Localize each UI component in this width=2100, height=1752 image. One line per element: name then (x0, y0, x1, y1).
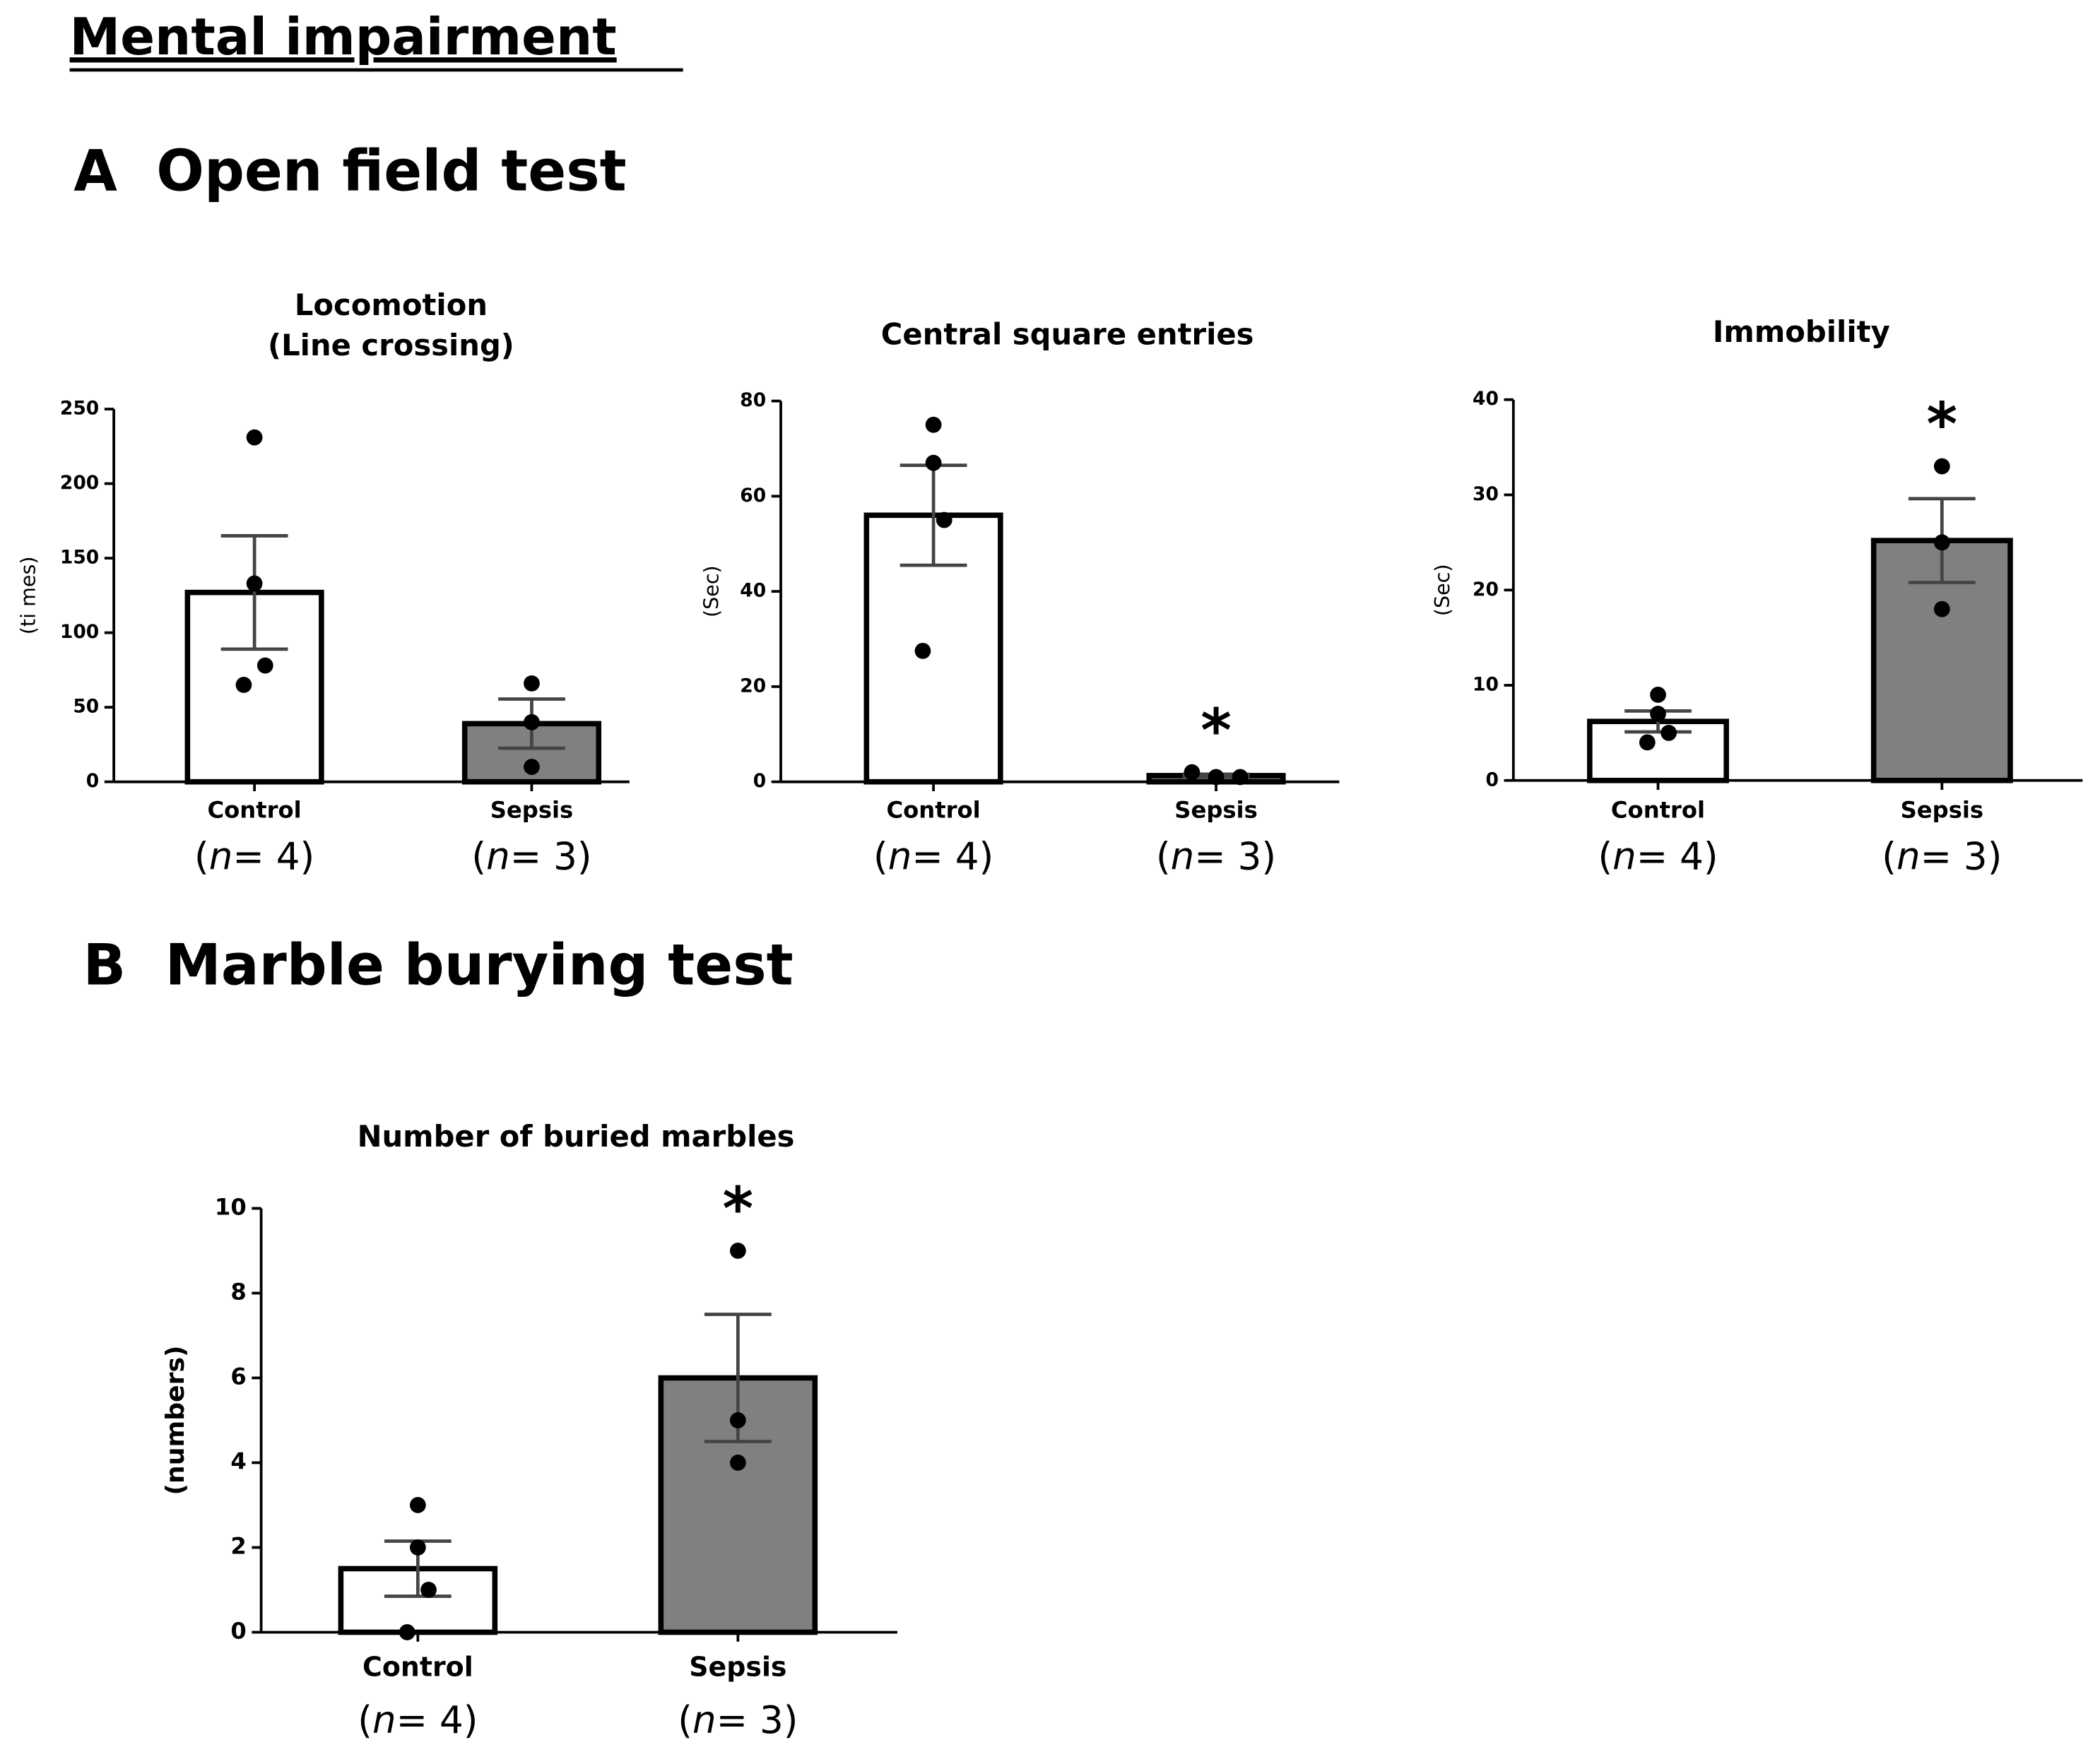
data-point (1933, 534, 1950, 551)
group-size: (n= 4) (358, 1698, 478, 1742)
x-tick-label: Sepsis (1901, 797, 1984, 824)
group-size: (n= 4) (194, 834, 314, 878)
y-axis-label: (Sec) (700, 565, 723, 617)
y-tick-label: 40 (1473, 388, 1499, 410)
y-tick-label: 80 (740, 389, 766, 411)
data-point (420, 1582, 437, 1598)
y-tick-label: 250 (60, 398, 99, 420)
chart-title: Immobility (1713, 314, 1890, 349)
data-point (1660, 724, 1677, 741)
data-point (1208, 769, 1225, 786)
y-tick-label: 100 (60, 621, 99, 643)
data-point (729, 1243, 746, 1259)
data-point (1184, 764, 1201, 781)
chart-title: Number of buried marbles (358, 1119, 795, 1154)
significance-marker: * (723, 1174, 754, 1243)
x-tick-label: Control (887, 797, 981, 824)
chart-title: Locomotion (295, 288, 488, 322)
group-size: (n= 4) (1598, 834, 1718, 878)
y-tick-label: 60 (740, 485, 766, 507)
significance-marker: * (1927, 390, 1958, 459)
y-tick-label: 20 (740, 675, 766, 697)
data-point (246, 575, 263, 592)
x-tick-label: Sepsis (689, 1651, 786, 1682)
data-point (409, 1497, 426, 1513)
y-tick-label: 10 (215, 1193, 247, 1220)
chart-subtitle: (Line crossing) (268, 328, 514, 362)
data-point (246, 429, 263, 446)
y-tick-label: 20 (1473, 579, 1499, 600)
data-point (524, 759, 540, 775)
y-tick-label: 40 (740, 580, 766, 602)
group-size: (n= 4) (873, 834, 993, 878)
error-bar (220, 534, 288, 651)
y-tick-label: 8 (230, 1278, 246, 1305)
data-point (524, 714, 540, 730)
data-point (1650, 687, 1666, 703)
data-point (729, 1412, 746, 1428)
chart-title: Central square entries (881, 317, 1254, 352)
data-point (925, 454, 942, 471)
significance-marker: * (1201, 696, 1232, 765)
y-tick-label: 200 (60, 472, 99, 494)
data-point (1933, 458, 1950, 475)
x-tick-label: Control (1611, 797, 1705, 824)
data-point (1639, 734, 1656, 751)
data-point (399, 1624, 415, 1640)
panel-label: B Marble burying test (83, 932, 794, 998)
x-tick-label: Control (362, 1651, 473, 1682)
y-axis-label: (Sec) (1431, 564, 1454, 616)
y-tick-label: 50 (73, 696, 99, 718)
y-tick-label: 0 (230, 1617, 246, 1644)
y-tick-label: 6 (230, 1363, 246, 1390)
data-point (524, 675, 540, 692)
y-tick-label: 2 (230, 1532, 246, 1559)
x-tick-label: Control (208, 797, 302, 824)
data-point (925, 416, 942, 433)
y-tick-label: 30 (1473, 483, 1499, 505)
y-tick-label: 4 (230, 1448, 246, 1474)
data-point (1232, 769, 1249, 786)
data-point (409, 1539, 426, 1556)
y-tick-label: 0 (86, 770, 99, 792)
y-tick-label: 0 (753, 770, 766, 792)
group-size: (n= 3) (678, 1698, 798, 1742)
y-tick-label: 10 (1473, 673, 1499, 695)
data-point (256, 657, 273, 674)
panel-label: A Open field test (73, 138, 626, 203)
data-point (729, 1455, 746, 1471)
y-axis-label: (numbers) (160, 1345, 190, 1495)
data-point (914, 642, 931, 659)
y-tick-label: 0 (1485, 769, 1498, 791)
data-point (936, 511, 952, 528)
y-tick-label: 150 (60, 547, 99, 569)
data-point (1650, 705, 1666, 722)
x-tick-label: Sepsis (1174, 797, 1258, 824)
x-tick-label: Sepsis (490, 797, 574, 824)
data-point (1933, 600, 1950, 617)
y-axis-label: (ti mes) (17, 556, 40, 634)
figure-title: Mental impairment (70, 8, 617, 67)
group-size: (n= 3) (1156, 834, 1276, 878)
group-size: (n= 3) (1882, 834, 2002, 878)
data-point (235, 677, 252, 693)
group-size: (n= 3) (471, 834, 591, 878)
